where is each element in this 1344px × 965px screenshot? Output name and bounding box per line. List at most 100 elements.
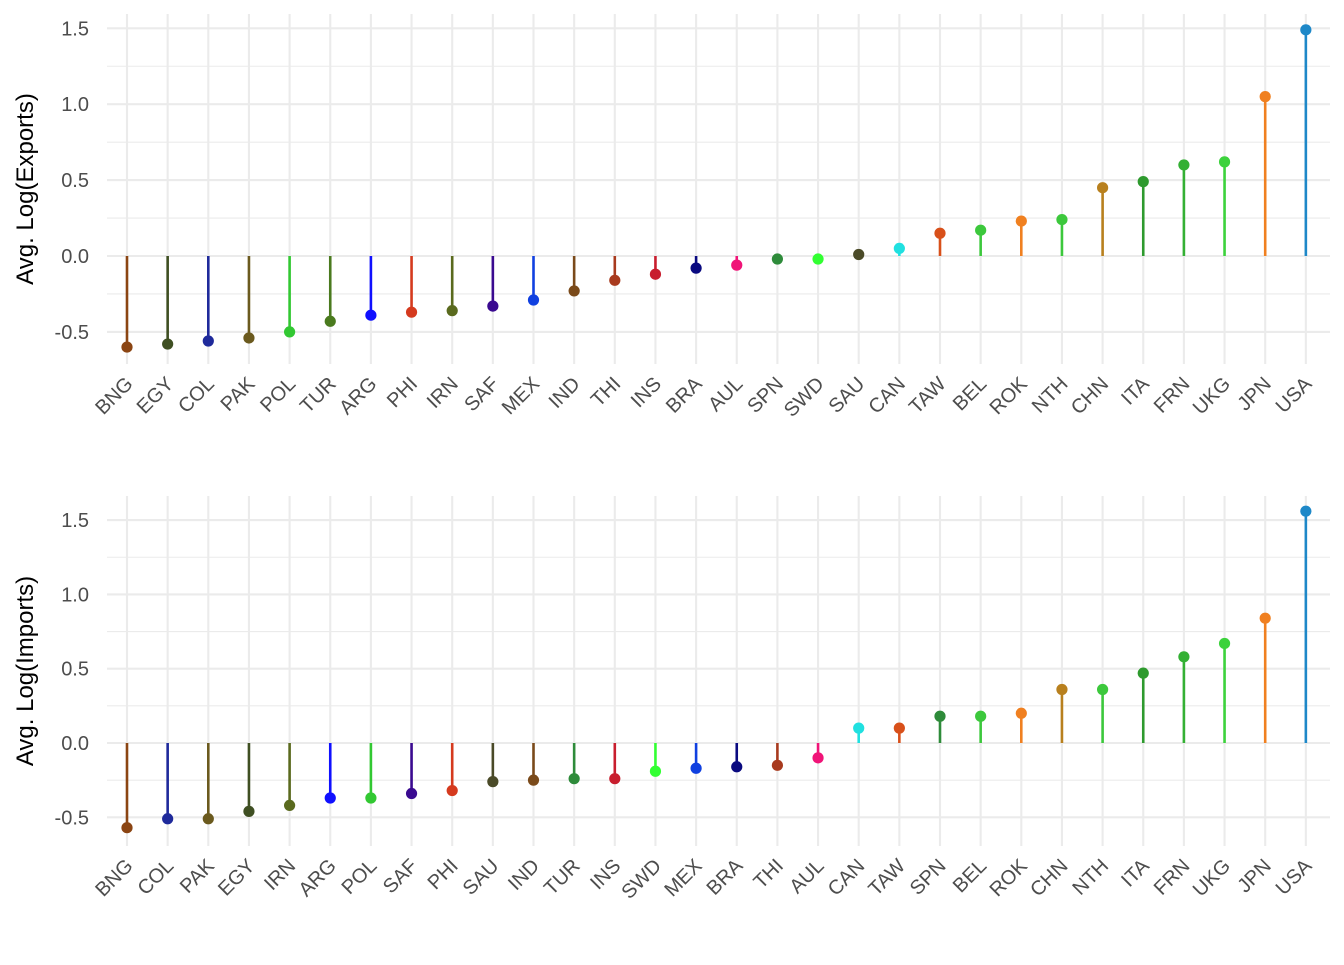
x-tick-label: SAU	[459, 855, 504, 900]
x-tick-label: CHN	[1026, 855, 1072, 901]
x-tick-label: CAN	[864, 373, 909, 418]
x-tick-label: CAN	[824, 855, 869, 900]
x-tick-label: SPN	[743, 373, 788, 418]
lollipop-point	[1097, 683, 1109, 696]
y-tick-label: -0.5	[55, 322, 89, 344]
x-tick-label: IND	[545, 373, 585, 413]
x-tick-label: SAF	[379, 855, 422, 898]
x-tick-label: USA	[1272, 855, 1317, 900]
x-tick-label: BEL	[949, 855, 991, 897]
lollipop-point	[202, 813, 214, 825]
lollipop-point	[243, 332, 255, 344]
lollipop-point	[162, 813, 174, 825]
lollipop-point	[405, 787, 418, 800]
y-tick-label: -0.5	[55, 807, 89, 829]
y-tick-label: 1.0	[61, 94, 89, 116]
x-tick-label: EGY	[214, 855, 259, 900]
x-tick-label: MEX	[660, 855, 706, 901]
lollipop-point	[812, 752, 824, 764]
x-tick-label: SAU	[825, 373, 870, 418]
lollipop-point	[1015, 707, 1027, 719]
x-tick-label: ROK	[986, 855, 1033, 902]
lollipop-point	[731, 259, 743, 271]
x-tick-label: UKG	[1189, 373, 1235, 419]
lollipop-point	[324, 315, 336, 327]
lollipop-point	[1218, 156, 1231, 168]
lollipop-point	[527, 774, 540, 786]
x-tick-label: BNG	[91, 855, 137, 901]
lollipop-point	[649, 268, 662, 280]
lollipop-point	[812, 253, 824, 265]
x-tick-label: ARG	[295, 855, 341, 901]
lollipop-point	[1300, 24, 1312, 36]
x-tick-label: ITA	[1117, 855, 1154, 892]
lollipop-point	[527, 294, 540, 306]
lollipop-point	[975, 224, 987, 236]
lollipop-point	[446, 305, 458, 317]
lollipop-point	[324, 792, 336, 804]
x-tick-label: NTH	[1028, 373, 1073, 418]
x-tick-label: USA	[1272, 373, 1317, 418]
x-tick-label: IRN	[260, 855, 300, 895]
lollipop-point	[690, 262, 702, 274]
lollipop-point	[731, 761, 743, 773]
lollipop-point	[243, 805, 255, 817]
x-tick-label: ROK	[986, 373, 1033, 420]
lollipop-point	[1056, 683, 1068, 696]
lollipop-point	[284, 326, 296, 338]
x-tick-label: PHI	[383, 373, 422, 412]
lollipop-point	[202, 335, 214, 347]
y-tick-label: 0.5	[61, 170, 89, 192]
lollipop-point	[568, 773, 580, 785]
x-tick-label: POL	[338, 855, 382, 899]
x-tick-label: SPN	[906, 855, 951, 900]
lollipop-point	[934, 227, 946, 239]
y-axis-title: Avg. Log(Imports)	[12, 576, 39, 766]
lollipop-point	[1137, 667, 1149, 679]
x-tick-label: ARG	[335, 373, 381, 419]
x-tick-label: EGY	[133, 373, 178, 418]
lollipop-point	[1178, 651, 1190, 663]
y-tick-label: 0.0	[61, 246, 89, 268]
x-tick-label: TAW	[905, 373, 950, 418]
lollipop-point	[771, 759, 784, 771]
y-tick-label: 1.0	[61, 584, 89, 606]
lollipop-point	[487, 300, 499, 312]
x-tick-label: AUL	[786, 855, 829, 898]
lollipop-point	[1015, 215, 1027, 227]
lollipop-point	[365, 792, 377, 804]
x-tick-label: SWD	[780, 373, 829, 422]
x-tick-label: BRA	[662, 373, 707, 418]
lollipop-point	[284, 799, 296, 812]
x-tick-label: CHN	[1067, 373, 1113, 419]
x-tick-label: POL	[256, 373, 300, 417]
lollipop-point	[609, 274, 621, 286]
x-tick-label: COL	[174, 373, 219, 418]
x-tick-label: UKG	[1189, 855, 1235, 901]
lollipop-point	[1259, 91, 1271, 103]
x-tick-label: TAW	[864, 855, 909, 900]
x-tick-label: THI	[750, 855, 788, 893]
lollipop-point	[853, 722, 865, 734]
lollipop-point	[649, 765, 662, 777]
x-tick-label: IND	[504, 855, 544, 895]
x-tick-label: AUL	[704, 373, 747, 416]
lollipop-point	[1300, 505, 1312, 517]
x-tick-label: TUR	[296, 373, 341, 418]
x-tick-label: ITA	[1117, 373, 1154, 410]
lollipop-point	[446, 784, 458, 797]
x-tick-label: BEL	[949, 373, 991, 415]
x-tick-label: FRN	[1150, 373, 1195, 418]
y-tick-label: 1.5	[61, 510, 89, 532]
lollipop-point	[1178, 159, 1190, 171]
x-tick-label: BRA	[703, 855, 748, 900]
y-tick-label: 1.5	[61, 18, 89, 40]
x-tick-label: COL	[134, 855, 179, 900]
lollipop-point	[1137, 176, 1149, 188]
lollipop-point	[162, 338, 174, 350]
x-tick-label: SAF	[460, 373, 503, 416]
x-tick-label: MEX	[498, 373, 544, 419]
